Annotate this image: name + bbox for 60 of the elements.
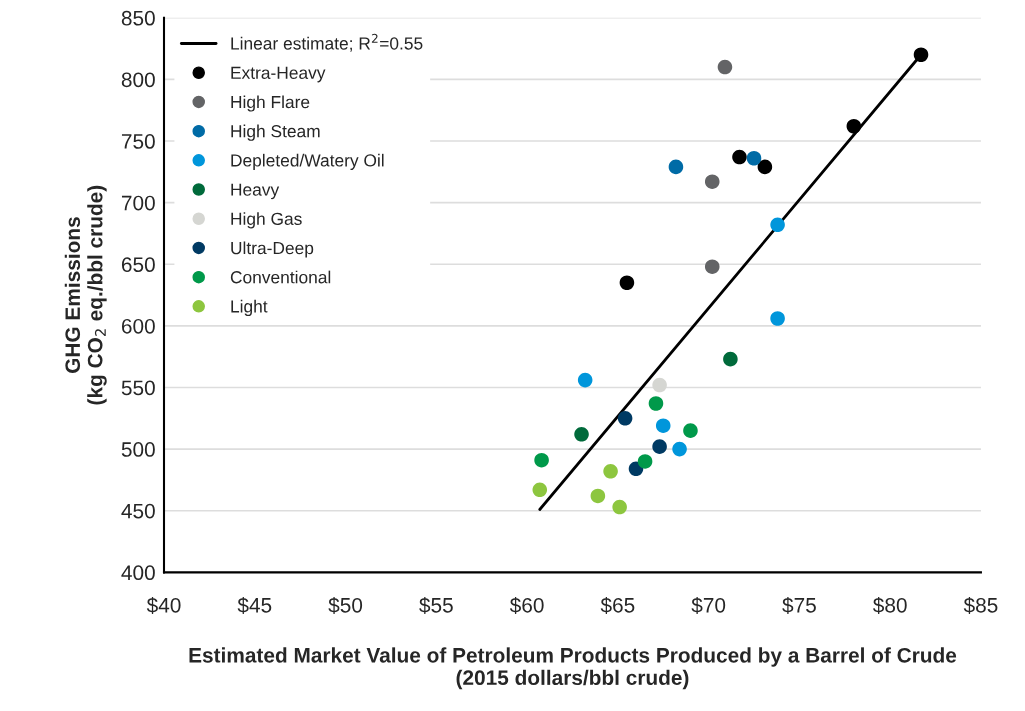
- y-tick-label: 850: [121, 10, 155, 26]
- point: [757, 159, 773, 175]
- y-tick-label: 550: [121, 380, 155, 396]
- point: [672, 441, 687, 457]
- point: [704, 174, 720, 189]
- legend-label: Linear estimate; R$^{2}$=0.55: [231, 33, 423, 52]
- y-tick-label: 600: [121, 318, 155, 334]
- x-tick-label: $45: [237, 597, 272, 614]
- x-tick-label: $60: [509, 597, 544, 614]
- x-axis-title: Estimated Market Value of Petroleum Products Produced by a Barrel of Crude (2015 dollars/bbl crude): [189, 647, 957, 690]
- point: [577, 372, 593, 388]
- point: [534, 452, 549, 468]
- x-tick-label: $75: [782, 597, 816, 614]
- y-tick-label: 700: [121, 195, 155, 211]
- point: [913, 47, 929, 63]
- legend-label: High Flare: [231, 95, 310, 112]
- y-tick-label: 500: [121, 442, 155, 457]
- y-tick-label: 650: [121, 257, 155, 273]
- point: [574, 427, 589, 442]
- point: [770, 311, 785, 326]
- legend-label: Heavy: [231, 183, 280, 200]
- x-tick-label: $40: [146, 597, 181, 614]
- point: [648, 396, 664, 411]
- point: [683, 423, 698, 438]
- y-axis-title: GHG Emissions (kg CO$_{2}$ eq./bbl crude): [64, 185, 107, 405]
- point: [590, 488, 606, 504]
- x-tick-label: $50: [328, 597, 363, 614]
- legend-label: Depleted/Watery Oil: [231, 153, 384, 171]
- point: [732, 149, 747, 165]
- y-tick-label: 750: [121, 134, 155, 149]
- y-tick-label: 450: [121, 503, 155, 519]
- point: [637, 454, 653, 469]
- legend-label: Ultra-Deep: [231, 241, 314, 258]
- point: [603, 464, 618, 479]
- legend-label: High Steam: [231, 124, 320, 141]
- y-tick-label: 800: [121, 72, 155, 88]
- point: [704, 259, 720, 274]
- point: [668, 159, 684, 175]
- point: [652, 377, 667, 393]
- point: [617, 411, 633, 426]
- point: [723, 351, 738, 367]
- legend-label: High Gas: [231, 212, 302, 229]
- x-tick-label: $55: [419, 597, 453, 614]
- point: [652, 439, 667, 454]
- y-tick-label: 400: [121, 565, 155, 581]
- x-tick-label: $70: [691, 597, 726, 614]
- legend-label: Light: [231, 299, 268, 317]
- point: [846, 118, 862, 134]
- point: [746, 150, 762, 166]
- point: [612, 499, 627, 515]
- point: [717, 59, 733, 75]
- x-tick-label: $85: [963, 597, 998, 614]
- point: [770, 217, 785, 233]
- point: [655, 418, 671, 433]
- legend-label: Conventional: [230, 270, 331, 284]
- legend-label: Extra-Heavy: [231, 66, 326, 83]
- x-tick-label: $80: [873, 597, 907, 614]
- x-tick-label: $65: [600, 597, 635, 614]
- point: [532, 482, 548, 498]
- point: [619, 275, 635, 291]
